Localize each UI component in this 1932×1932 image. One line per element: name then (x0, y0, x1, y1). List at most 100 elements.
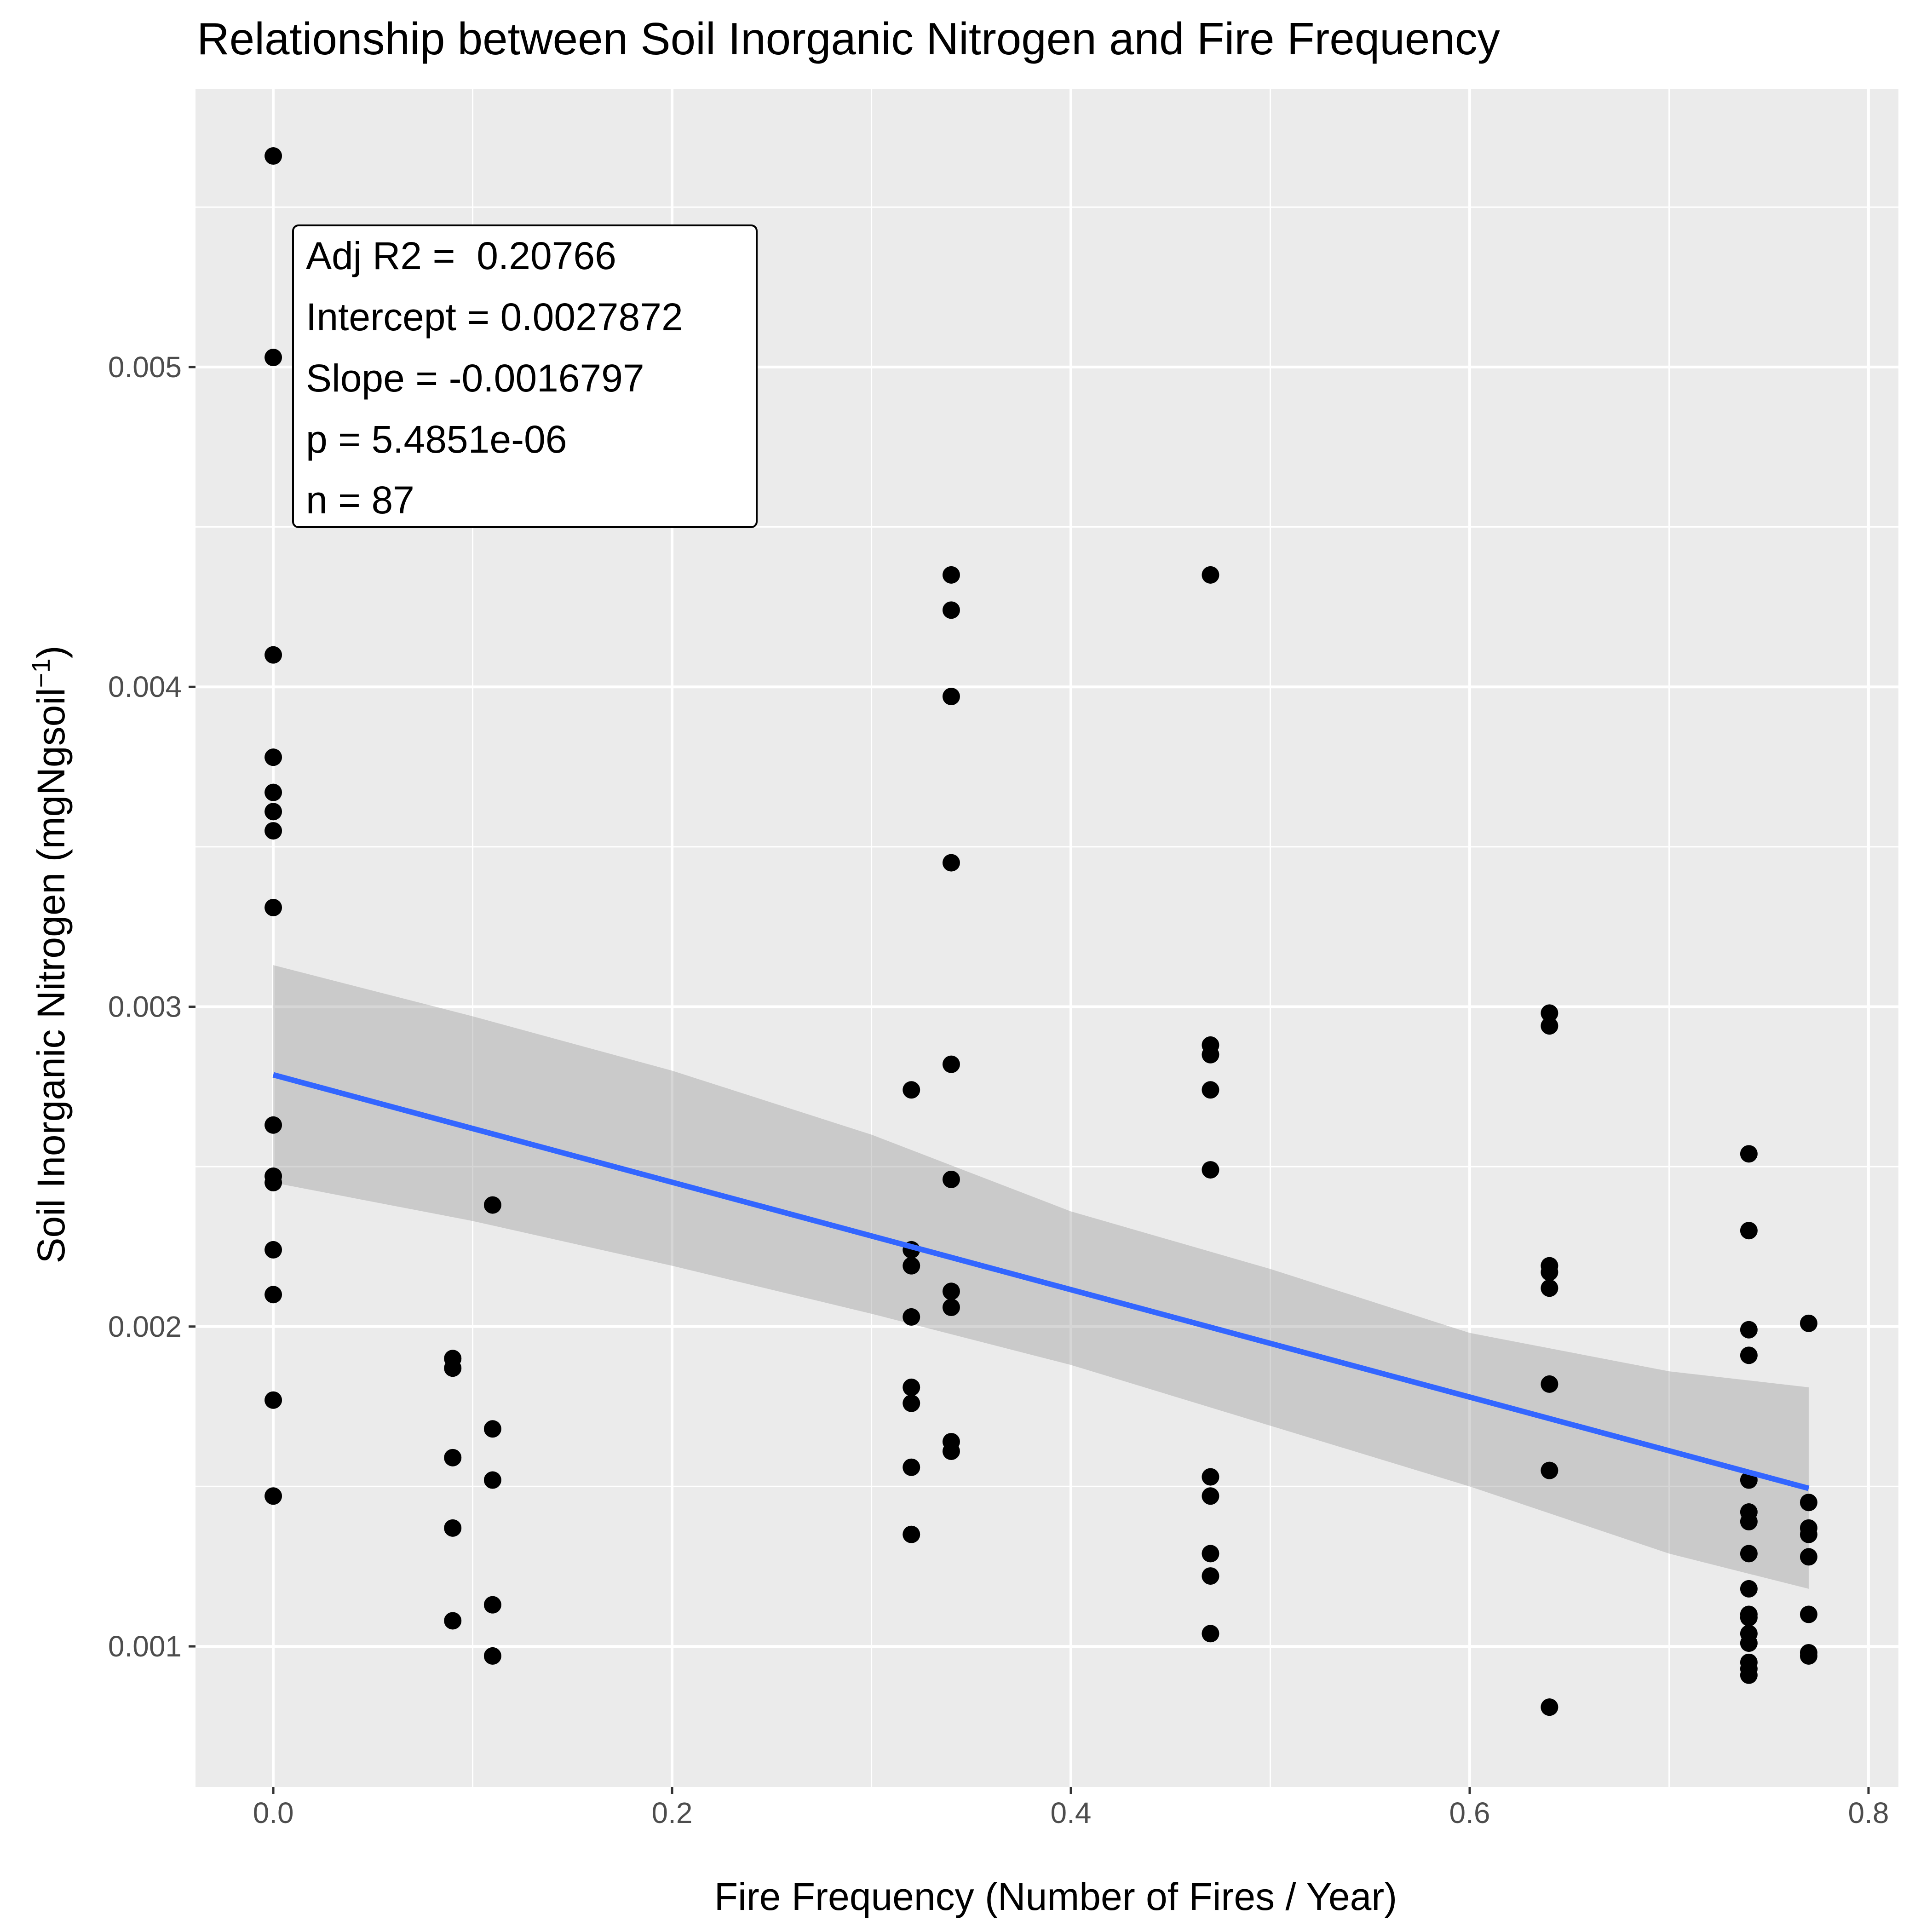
x-axis-title: Fire Frequency (Number of Fires / Year) (714, 1875, 1397, 1918)
data-point (1202, 1545, 1219, 1563)
y-tick-label: 0.004 (108, 670, 182, 703)
data-point (1740, 1512, 1758, 1530)
y-axis-title: Soil Inorganic Nitrogen (mgNgsoil−1) (26, 645, 73, 1263)
data-point (444, 1359, 462, 1377)
data-point (264, 349, 282, 367)
data-point (1202, 566, 1219, 584)
data-point (483, 1647, 501, 1665)
data-point (1740, 1609, 1758, 1627)
data-point (264, 1286, 282, 1304)
data-point (1740, 1666, 1758, 1684)
data-point (483, 1196, 501, 1214)
data-point (1800, 1494, 1817, 1512)
regression-line (272, 1072, 1810, 1491)
data-point (264, 1173, 282, 1191)
y-tick-label: 0.005 (108, 351, 182, 384)
data-point (1541, 1279, 1558, 1297)
data-point (264, 822, 282, 840)
data-point (1202, 1567, 1219, 1585)
data-point (1541, 1375, 1558, 1393)
data-point (264, 783, 282, 801)
data-point (1740, 1145, 1758, 1163)
regression-line-group (272, 1072, 1810, 1491)
data-point (1800, 1548, 1817, 1566)
data-point (1541, 1698, 1558, 1716)
stats-p-value: p = 5.4851e-06 (306, 418, 567, 461)
data-point (264, 1116, 282, 1134)
data-point (942, 1170, 960, 1188)
data-point (483, 1596, 501, 1614)
data-point (942, 688, 960, 706)
data-point (1740, 1346, 1758, 1364)
data-point (1740, 1580, 1758, 1598)
data-point (903, 1378, 920, 1396)
data-point (264, 898, 282, 916)
data-point (1541, 1017, 1558, 1035)
confidence-band (273, 965, 1809, 1589)
x-tick-label: 0.4 (1051, 1796, 1092, 1829)
data-point (264, 1487, 282, 1505)
data-point (942, 1299, 960, 1317)
data-point (1800, 1525, 1817, 1543)
data-point (903, 1308, 920, 1326)
data-point (903, 1081, 920, 1099)
data-point (1541, 1004, 1558, 1022)
data-point (1800, 1647, 1817, 1665)
y-tick-label: 0.003 (108, 990, 182, 1023)
data-point (1740, 1321, 1758, 1339)
data-point (942, 601, 960, 619)
data-point (1541, 1263, 1558, 1281)
data-point (264, 803, 282, 821)
y-axis-title-close: ) (29, 645, 73, 658)
data-point (942, 566, 960, 584)
x-tick-label: 0.6 (1449, 1796, 1490, 1829)
major-gridlines (196, 89, 1898, 1787)
stats-adj-r2: Adj R2 = 0.20766 (306, 234, 616, 277)
data-point (942, 1282, 960, 1300)
data-point (1740, 1634, 1758, 1652)
chart-title: Relationship between Soil Inorganic Nitr… (197, 13, 1500, 64)
data-point (1202, 1625, 1219, 1643)
data-point (1541, 1461, 1558, 1479)
confidence-ribbon (273, 965, 1809, 1589)
stats-annotation: Adj R2 = 0.20766 Intercept = 0.0027872 S… (292, 224, 758, 528)
y-axis-title-superscript: −1 (26, 658, 55, 688)
data-point (903, 1394, 920, 1412)
data-point (1202, 1468, 1219, 1486)
data-point (1740, 1545, 1758, 1563)
data-point (1740, 1222, 1758, 1240)
stats-intercept: Intercept = 0.0027872 (306, 295, 683, 339)
y-tick-label: 0.002 (108, 1310, 182, 1343)
data-point (1202, 1046, 1219, 1064)
stats-n: n = 87 (306, 478, 414, 522)
y-tick-label: 0.001 (108, 1630, 182, 1663)
stats-slope: Slope = -0.0016797 (306, 356, 644, 400)
data-point (903, 1458, 920, 1476)
data-point (903, 1257, 920, 1275)
data-point (264, 1391, 282, 1409)
y-axis-title-main: Soil Inorganic Nitrogen (mgNgsoil (29, 688, 73, 1263)
stats-box (292, 224, 758, 528)
data-point (1202, 1081, 1219, 1099)
data-point (942, 1442, 960, 1460)
data-point (942, 854, 960, 872)
x-tick-label: 0.0 (253, 1796, 294, 1829)
data-point (264, 1241, 282, 1259)
data-point (264, 748, 282, 766)
data-point (483, 1471, 501, 1489)
data-point (264, 646, 282, 664)
data-point (444, 1449, 462, 1466)
data-point (444, 1612, 462, 1630)
data-points (264, 147, 1817, 1716)
y-axis: 0.001 0.002 0.003 0.004 0.005 (108, 351, 196, 1663)
data-point (1800, 1314, 1817, 1332)
data-point (444, 1519, 462, 1537)
data-point (1800, 1605, 1817, 1623)
x-tick-label: 0.2 (652, 1796, 693, 1829)
data-point (1202, 1161, 1219, 1179)
data-point (483, 1420, 501, 1438)
data-point (1202, 1487, 1219, 1505)
x-axis: 0.0 0.2 0.4 0.6 0.8 (253, 1787, 1889, 1829)
data-point (942, 1055, 960, 1073)
